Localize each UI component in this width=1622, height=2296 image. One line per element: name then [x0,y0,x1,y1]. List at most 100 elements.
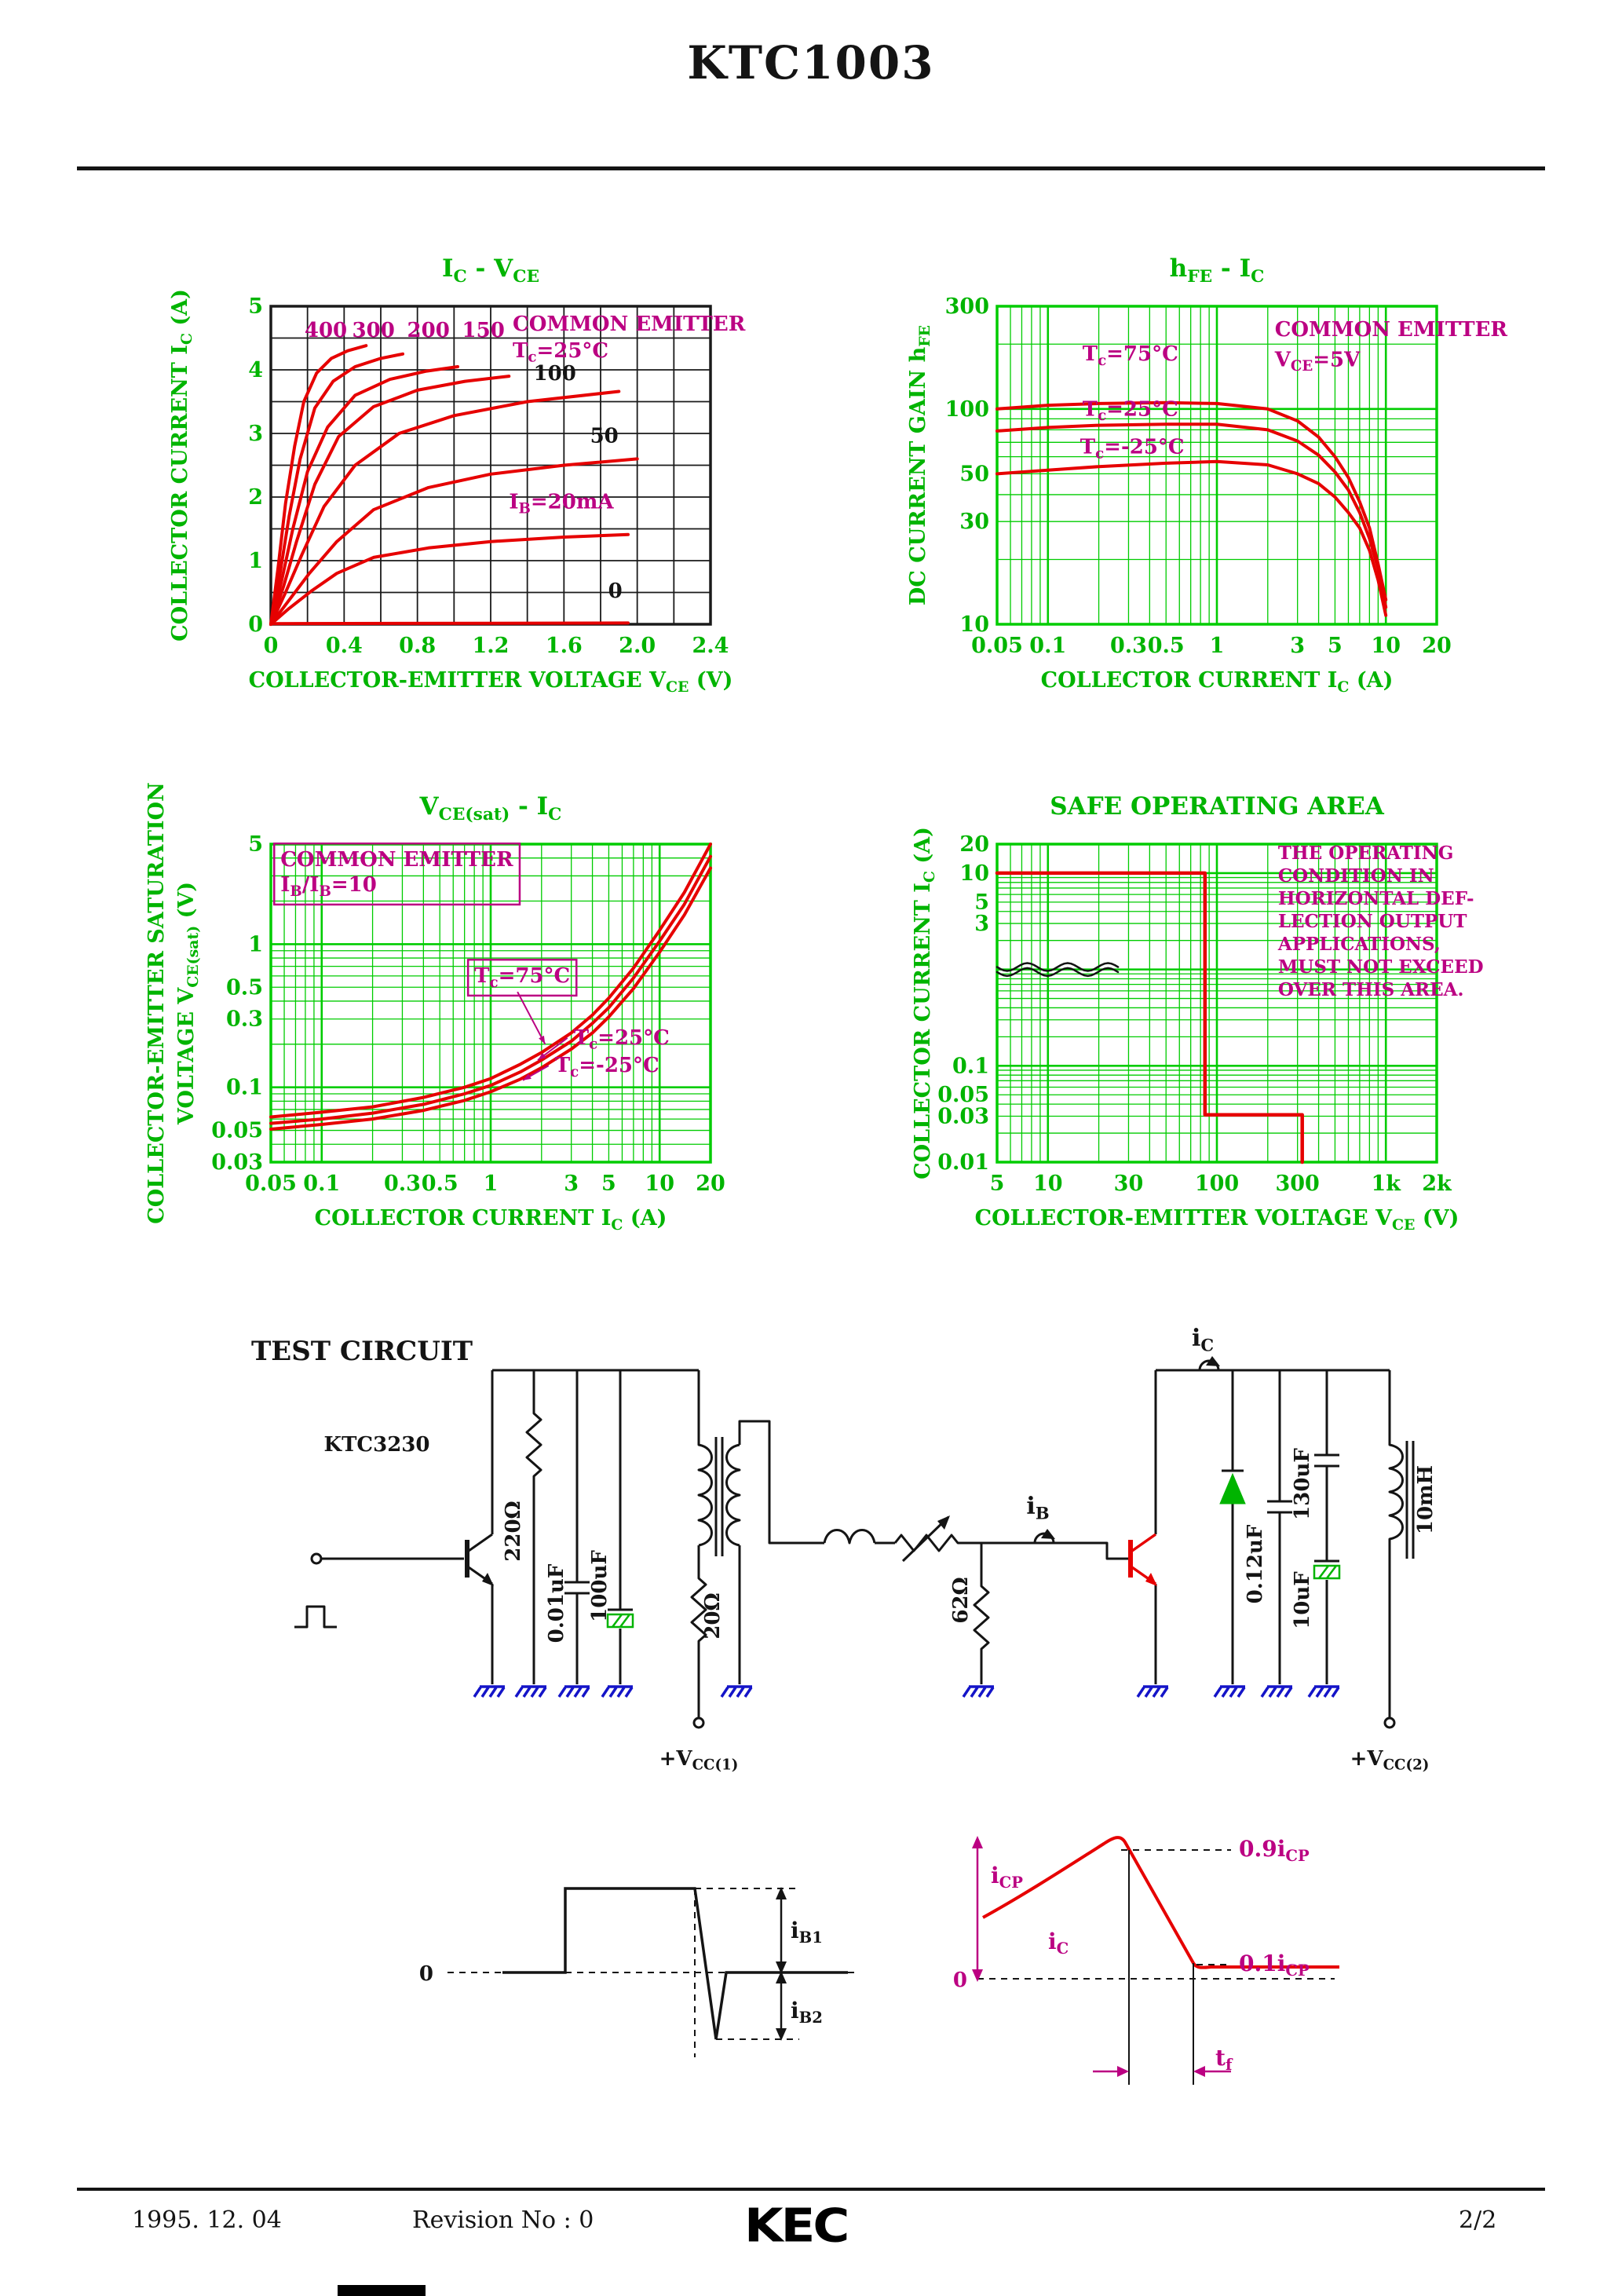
timing-waveforms: 0 iB1 iB2 iCP iC 0 0.9iCP 0.1iCP tf [419,1836,1339,2085]
footer-rule [77,2188,1545,2191]
x-axis-label: COLLECTOR CURRENT IC (A) [315,1206,667,1234]
x-tick-label: 0.8 [399,634,436,658]
x-tick-label: 1 [484,1172,499,1196]
y-tick-label: 10 [959,612,989,637]
label-zero-right: 0 [953,1969,967,1992]
collector-current-waveform [972,1836,1339,2085]
x-tick-label: 0.05 [245,1172,297,1196]
plot-border [995,305,1438,626]
transformer-primary-icon [697,1370,713,1547]
chart-hfe-ic: 0.05 0.1 0.3 0.5 1 3 5 10 20 300 100 50 30 10 hFE - IC… [906,254,1507,696]
y-axis-label: COLLECTOR-EMITTER SATURATION [144,782,169,1223]
annotation-box [466,958,578,997]
chart-title: IC - VCE [442,254,539,287]
annotation-text: LECTION OUTPUT [1278,911,1467,932]
annotation: COMMON EMITTER [1275,318,1508,342]
y-tick-label: 3 [974,912,989,936]
x-axis-label: COLLECTOR CURRENT IC (A) [1041,668,1394,696]
annotation-text: MUST NOT EXCEED [1278,956,1484,978]
y-tick-label: 3 [248,422,263,446]
x-axis-label: COLLECTOR-EMITTER VOLTAGE VCE (V) [975,1206,1459,1234]
label-0p1icp: 0.1iCP [1239,1951,1310,1980]
x-tick-label: 20 [696,1172,725,1196]
label-c-100uf: 100uF [588,1550,612,1622]
annotation-text: Tc=25°C [574,1026,670,1053]
x-tick-label: 0.05 [971,634,1023,658]
series-soa-limit [995,871,1304,1164]
annotation-text: COMMON EMITTER [513,313,746,336]
chart-vcesat-ic: 0.05 0.1 0.3 0.5 1 3 5 10 20510.50.30.10.050.03V… [144,782,725,1234]
y-tick-label: 5 [248,832,263,857]
annotation: 100 [534,362,576,386]
annotation-text: Tc=-25°C [1080,436,1185,462]
annotation: Tc=75°C [474,964,570,991]
annotation-text: COMMON EMITTER [280,848,513,872]
x-tick-label: 10 [1033,1172,1063,1196]
annotation-text: 200 [407,319,450,342]
footer-date: 1995. 12. 04 [132,2206,282,2234]
x-tick-label: 2.4 [692,634,729,658]
chart-safe-operating-area: 5 10 30 100 300 1k 2k2010530.10.050.030.01SAFE… [911,792,1484,1234]
chart-ic-vce: 0 0.4 0.8 1.2 1.6 2.0 2.4 0 1 2 3 4 5 IC - VCE COLLECT… [168,254,746,696]
label-tf: tf [1215,2045,1233,2074]
annotation: 150 [462,319,505,342]
x-tick-label: 0.1 [303,1172,340,1196]
y-tick-label: 4 [248,358,263,382]
x-tick-label: 1k [1371,1172,1401,1196]
label-vcc1: +VCC(1) [659,1747,739,1774]
y-tick-label: 10 [959,861,989,886]
annotation-text: 150 [462,319,505,342]
annotation-text: Tc=75°C [1083,342,1178,369]
annotation-text: CONDITION IN [1278,865,1434,887]
input-terminal-icon [310,1552,323,1565]
annotation-text: APPLICATIONS, [1277,934,1441,955]
series-Tc=-25C [269,866,712,1131]
series-wavy-lower [995,967,1120,978]
y-tick-label: 0.03 [937,1104,989,1128]
series-Tc=75C [995,400,1388,601]
chart-vcesat-ic: 0.05 0.1 0.3 0.5 1 3 5 10 20510.50.30.10.050.03V… [144,782,725,1234]
annotation-text: 300 [353,319,395,342]
y-axis-label: COLLECTOR CURRENT IC (A) [168,289,195,642]
annotation-text: 400 [305,319,347,342]
annotation: Tc=25°C [513,339,608,366]
annotation-text: Tc=75°C [474,964,570,991]
annotation-text: IB=20mA [509,491,614,517]
label-l-10mh: 10mH [1414,1465,1438,1534]
y-tick-label: 5 [248,294,263,319]
label-ib2: iB2 [791,1998,823,2027]
label-0p9icp: 0.9iCP [1239,1836,1310,1865]
x-tick-label: 10 [1371,634,1401,658]
annotation-text: THE OPERATING [1278,843,1454,864]
y-tick-label: 0.3 [226,1007,263,1032]
series-IB=50mA [269,457,639,626]
ib-wave-trace [502,1887,848,2040]
ic-wave-trace [982,1836,1339,1969]
vcc2-terminal-icon [1383,1717,1396,1729]
x-tick-label: 20 [1422,634,1452,658]
x-tick-label: 0.3 [1110,634,1147,658]
y-tick-label: 300 [945,294,989,319]
label-ib1: iB1 [791,1918,823,1947]
label-ib-current: iB [1026,1493,1049,1523]
label-ic-wave: iC [1048,1929,1069,1958]
y-tick-label: 5 [974,890,989,915]
annotation-text: Tc=-25°C [555,1054,659,1080]
scan-artifact [338,2285,426,2296]
variable-resistor-icon [893,1534,1129,1560]
series-IB=200mA [269,365,459,626]
x-tick-label: 5 [1328,634,1343,658]
y-tick-label: 1 [248,549,263,573]
chart-hfe-ic: 0.05 0.1 0.3 0.5 1 3 5 10 20 300 100 50 30 10 hFE - IC… [906,254,1507,696]
x-tick-label: 0.5 [1148,634,1185,658]
page-title: KTC1003 [687,36,935,90]
x-tick-label: 1.6 [546,634,583,658]
x-tick-label: 0.1 [1029,634,1066,658]
inductor-10mh-icon [1388,1370,1404,1718]
chart-ic-vce: 0 0.4 0.8 1.2 1.6 2.0 2.4 0 1 2 3 4 5 IC - VCE COLLECT… [168,254,746,696]
annotation: Tc=25°C [574,1026,670,1053]
annotation: Tc=75°C [1083,342,1178,369]
label-r20: 20Ω [701,1592,725,1639]
